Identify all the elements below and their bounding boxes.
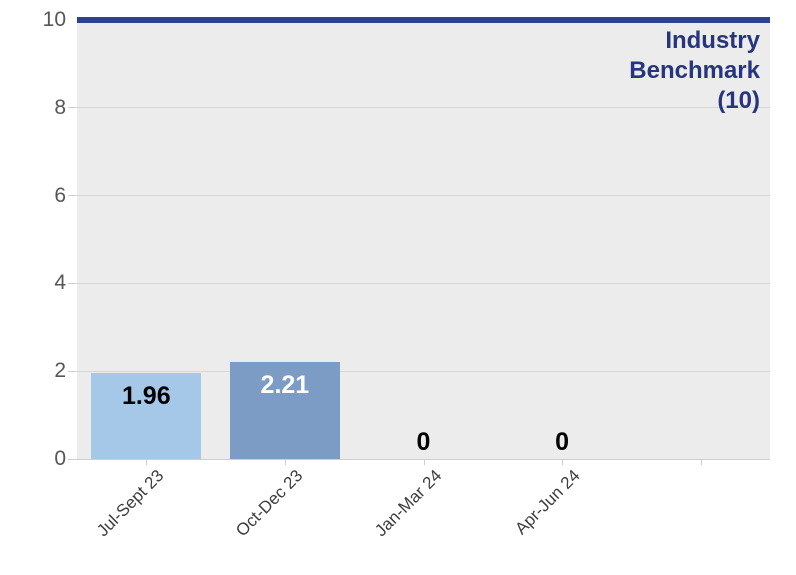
x-tick — [423, 459, 425, 465]
bar — [229, 362, 340, 459]
x-tick-label: Apr-Jun 24 — [511, 466, 584, 539]
benchmark-label: Industry Benchmark (10) — [629, 27, 760, 114]
bar-value-label: 2.21 — [260, 371, 310, 399]
gridline — [77, 370, 770, 372]
y-tick — [68, 458, 77, 460]
y-tick-label: 2 — [54, 359, 66, 383]
x-tick — [562, 459, 564, 465]
gridline — [77, 282, 770, 284]
y-tick-label: 4 — [54, 271, 66, 295]
y-tick — [68, 195, 77, 197]
bar-value-label: 0 — [555, 428, 570, 456]
y-tick-label: 0 — [54, 447, 66, 470]
x-tick — [700, 459, 702, 465]
y-tick — [68, 107, 77, 109]
y-tick — [68, 370, 77, 372]
y-tick-label: 10 — [42, 8, 66, 31]
gridline — [77, 107, 770, 109]
x-tick-label: Jul-Sept 23 — [93, 466, 168, 541]
bar-value-label: 0 — [416, 428, 431, 456]
x-tick-label: Oct-Dec 23 — [232, 466, 307, 541]
benchmark-line — [77, 17, 770, 23]
bar-value-label: 1.96 — [121, 382, 171, 410]
y-tick-label: 8 — [54, 95, 66, 119]
gridline — [77, 195, 770, 197]
x-tick-label: Jan-Mar 24 — [370, 466, 445, 541]
x-tick — [146, 459, 148, 465]
y-tick — [68, 282, 77, 284]
y-tick-label: 6 — [54, 183, 66, 207]
bar — [91, 373, 202, 459]
x-tick — [284, 459, 286, 465]
